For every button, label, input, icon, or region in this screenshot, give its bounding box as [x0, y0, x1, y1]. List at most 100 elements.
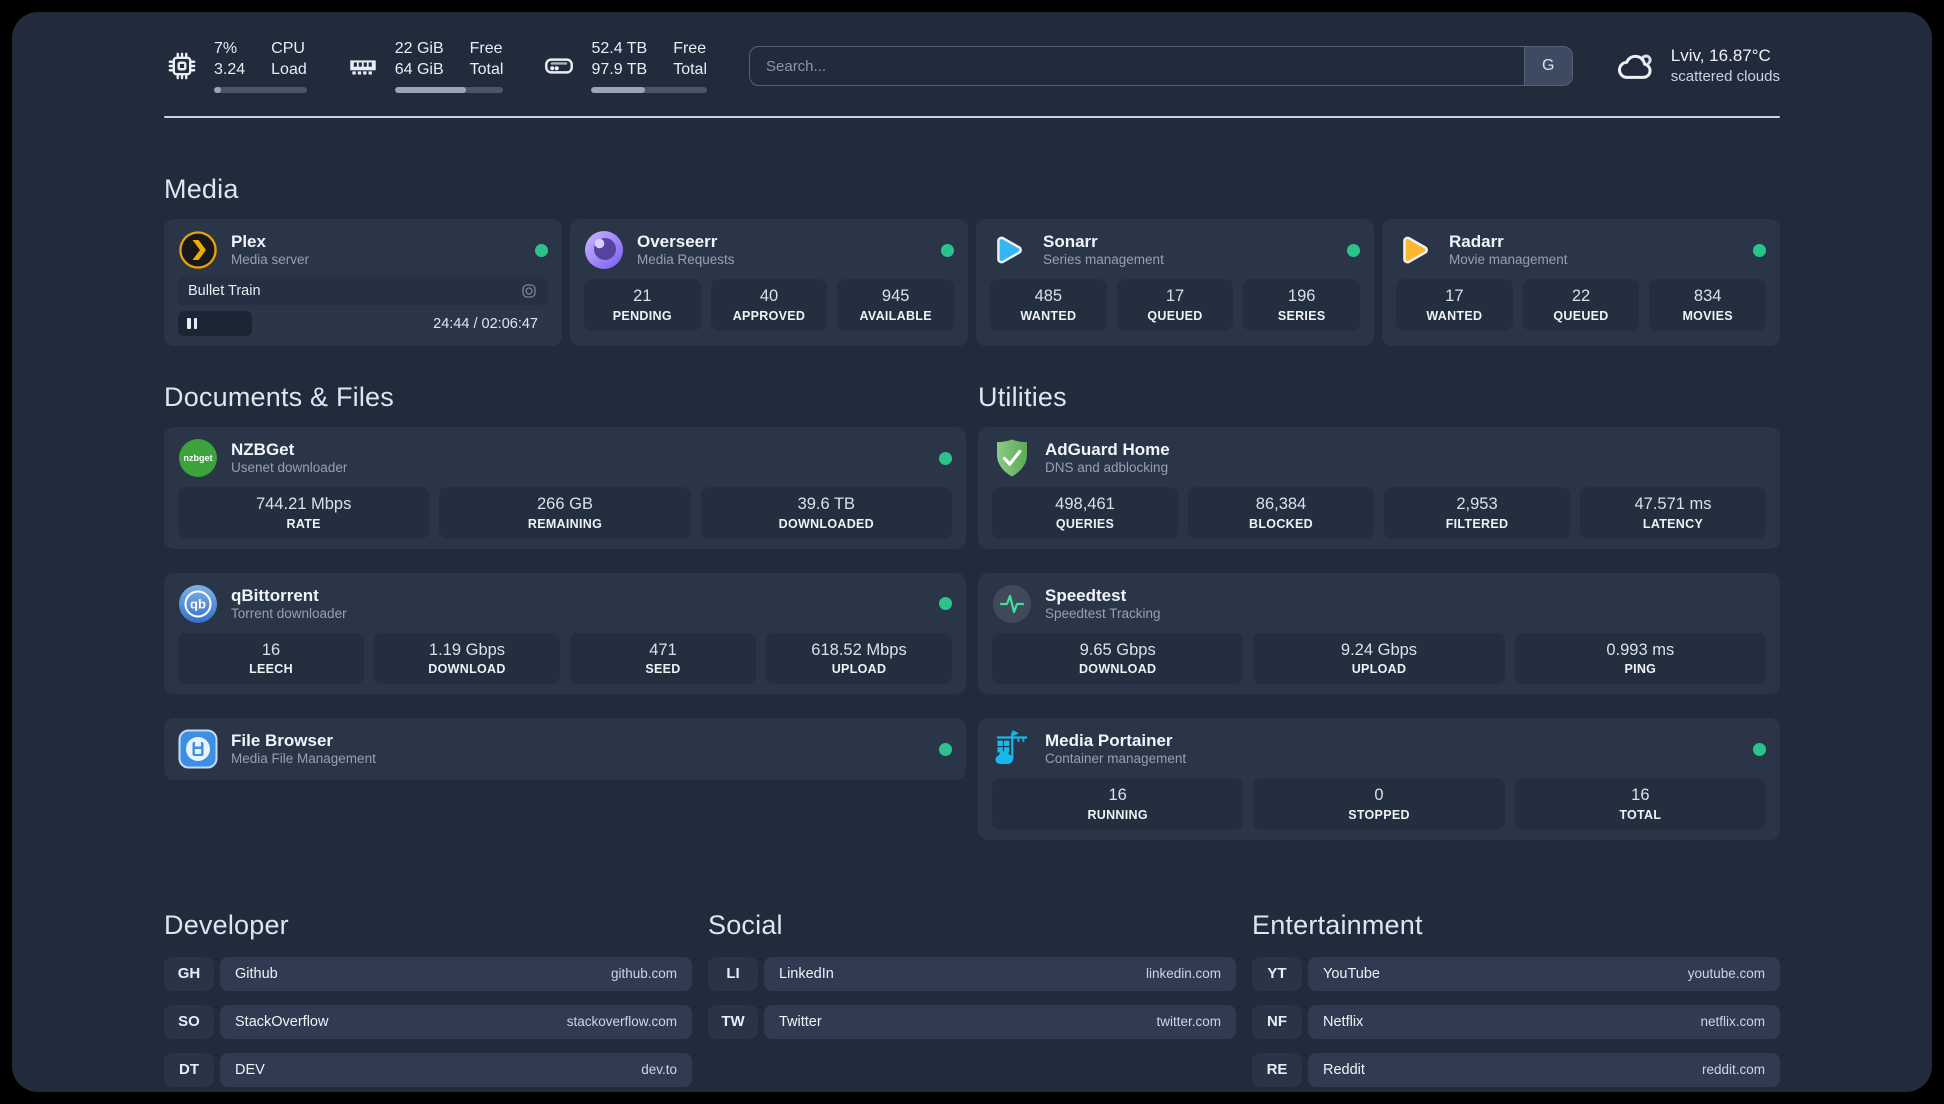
link-row-twitter[interactable]: TW Twitter twitter.com [708, 1004, 1236, 1039]
gear-icon[interactable] [520, 282, 538, 300]
stat-box: 485 WANTED [990, 279, 1107, 331]
link-row-youtube[interactable]: YT YouTube youtube.com [1252, 956, 1780, 991]
link-url: twitter.com [1156, 1014, 1221, 1030]
status-online-dot [939, 451, 952, 465]
stat-box: 9.24 Gbps UPLOAD [1253, 632, 1505, 685]
search-bar[interactable]: G [749, 46, 1573, 86]
ram-labels: Free Total [469, 40, 504, 78]
service-title: Radarr [1449, 231, 1504, 251]
link-url: linkedin.com [1145, 966, 1221, 982]
cpu-icon [164, 48, 200, 84]
service-title: AdGuard Home [1045, 439, 1170, 459]
weather-location-temp: Lviv, 16.87°C [1670, 46, 1771, 66]
section-title-developer: Developer [164, 909, 289, 940]
link-row-netflix[interactable]: NF Netflix netflix.com [1252, 1004, 1780, 1039]
section-title-utilities: Utilities [978, 382, 1067, 412]
topbar-divider [164, 116, 1780, 118]
service-subtitle: Series management [1043, 252, 1164, 268]
stat-box: 17 QUEUED [1116, 279, 1234, 331]
link-abbr-badge: GH [164, 956, 214, 991]
stat-box: 9.65 Gbps DOWNLOAD [992, 632, 1244, 685]
link-url: github.com [610, 966, 677, 982]
stat-box: 471 SEED [570, 632, 756, 685]
service-title: File Browser [231, 731, 334, 751]
section-title-social: Social [708, 909, 783, 940]
service-subtitle: Media File Management [231, 751, 376, 767]
now-playing-bar: Bullet Train [178, 277, 548, 305]
adguard-icon [992, 438, 1032, 478]
ram-usage-bar [394, 86, 504, 93]
service-title: Media Portainer [1045, 731, 1173, 751]
status-online-dot [939, 597, 952, 611]
cpu-usage-bar [214, 86, 307, 93]
link-abbr-badge: RE [1252, 1052, 1302, 1087]
cpu-values: 7% 3.24 [214, 40, 246, 78]
service-title: NZBGet [231, 439, 295, 459]
pause-icon[interactable] [187, 318, 197, 329]
link-name: DEV [235, 1061, 265, 1078]
plex-icon [178, 230, 218, 270]
search-input[interactable] [750, 47, 1524, 85]
stat-box: 22 QUEUED [1522, 279, 1640, 331]
service-title: qBittorrent [231, 585, 319, 605]
service-card-overseerr[interactable]: Overseerr Media Requests 21 PENDING 40 A… [570, 219, 968, 346]
stat-box: 47.571 ms LATENCY [1580, 487, 1766, 539]
service-card-filebrowser[interactable]: File Browser Media File Management [164, 718, 966, 781]
stat-box: 40 APPROVED [710, 279, 828, 331]
ram-stat-group: 22 GiB 64 GiB Free Total [345, 39, 504, 93]
disk-stat-group: 52.4 TB 97.9 TB Free Total [541, 39, 707, 93]
search-engine-button[interactable]: G [1523, 47, 1572, 85]
cpu-stat-group: 7% 3.24 CPU Load [164, 39, 307, 93]
system-stats: 7% 3.24 CPU Load [164, 39, 707, 93]
sonarr-icon [990, 230, 1030, 270]
disk-icon [541, 48, 577, 84]
link-row-dev[interactable]: DT DEV dev.to [164, 1052, 692, 1087]
stat-box: 39.6 TB DOWNLOADED [700, 487, 952, 539]
stat-box: 0.993 ms PING [1514, 632, 1766, 685]
section-utilities: Utilities [978, 382, 1780, 840]
weather-condition: scattered clouds [1670, 68, 1780, 86]
link-row-reddit[interactable]: RE Reddit reddit.com [1252, 1052, 1780, 1087]
link-abbr-badge: NF [1252, 1004, 1302, 1039]
service-title: Speedtest [1045, 585, 1127, 605]
stat-box: 0 STOPPED [1253, 778, 1505, 830]
qbittorrent-icon: qb [178, 584, 218, 624]
stat-box: 834 MOVIES [1649, 279, 1766, 331]
link-row-linkedin[interactable]: LI LinkedIn linkedin.com [708, 956, 1236, 991]
service-card-qbittorrent[interactable]: qb qBittorrent Torrent downloader 16 LEE… [164, 572, 966, 695]
service-card-plex[interactable]: Plex Media server Bullet Train [164, 219, 562, 346]
status-online-dot [535, 243, 548, 257]
section-title-entertainment: Entertainment [1252, 909, 1423, 940]
service-card-portainer[interactable]: Media Portainer Container management 16 … [978, 718, 1780, 840]
service-subtitle: Container management [1045, 751, 1187, 767]
link-row-github[interactable]: GH Github github.com [164, 956, 692, 991]
stat-box: 16 RUNNING [992, 778, 1244, 830]
status-online-dot [1753, 243, 1766, 257]
status-online-dot [1347, 243, 1360, 257]
link-abbr-badge: LI [708, 956, 758, 991]
service-card-sonarr[interactable]: Sonarr Series management 485 WANTED 17 Q… [976, 219, 1374, 346]
link-name: YouTube [1323, 965, 1380, 982]
section-media: Media Plex Media server [164, 174, 1780, 346]
weather-widget: Lviv, 16.87°C scattered clouds [1615, 45, 1780, 87]
stat-box: 618.52 Mbps UPLOAD [766, 632, 952, 685]
speedtest-icon [992, 584, 1032, 624]
service-card-adguard[interactable]: AdGuard Home DNS and adblocking 498,461 … [978, 427, 1780, 549]
link-name: Netflix [1323, 1013, 1364, 1030]
stat-box: 196 SERIES [1243, 279, 1360, 331]
link-url: reddit.com [1701, 1062, 1765, 1078]
service-card-nzbget[interactable]: nzbget NZBGet Usenet downloader 744.21 M… [164, 427, 966, 549]
disk-labels: Free Total [673, 40, 707, 78]
section-documents: Documents & Files nzbget NZBGet U [164, 382, 966, 840]
links-column-entertainment: Entertainment YT YouTube youtube.com NF … [1252, 910, 1780, 1092]
playback-progress-bar[interactable]: 24:44 / 02:06:47 [178, 311, 548, 336]
link-row-stackoverflow[interactable]: SO StackOverflow stackoverflow.com [164, 1004, 692, 1039]
link-name: Reddit [1323, 1061, 1365, 1078]
service-card-radarr[interactable]: Radarr Movie management 17 WANTED 22 QUE… [1382, 219, 1780, 346]
section-links: Developer GH Github github.com SO StackO… [164, 910, 1780, 1092]
stat-box: 945 AVAILABLE [837, 279, 954, 331]
service-subtitle: Media Requests [637, 252, 735, 268]
service-card-speedtest[interactable]: Speedtest Speedtest Tracking 9.65 Gbps D… [978, 572, 1780, 695]
stat-box: 1.19 Gbps DOWNLOAD [374, 632, 560, 685]
